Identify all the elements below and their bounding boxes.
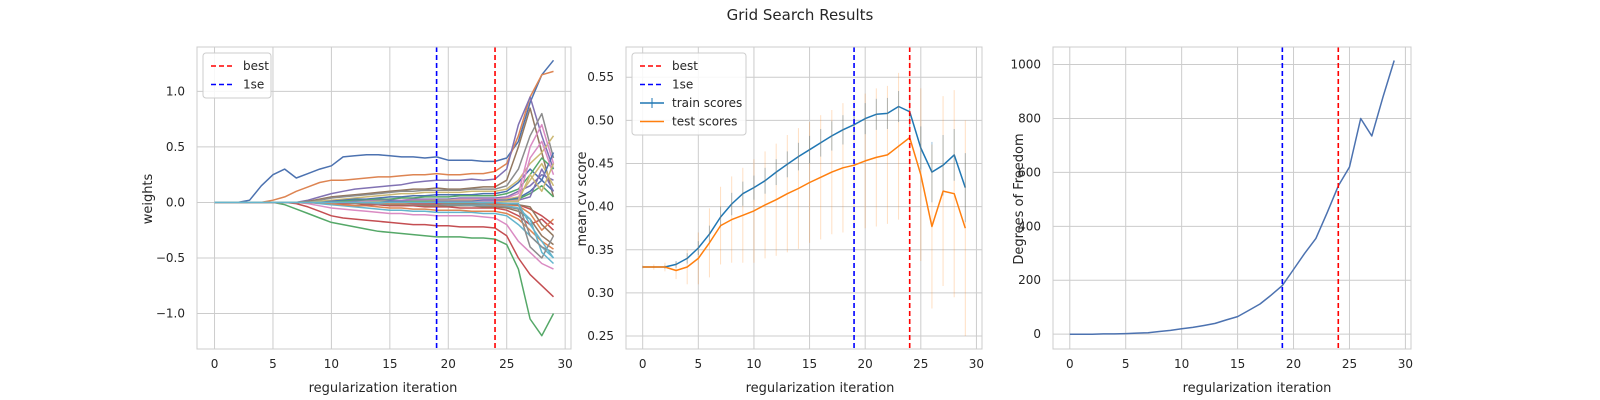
cv-score-series-line-1 — [642, 136, 967, 272]
cv-score-ytick-label: 0.35 — [587, 243, 614, 257]
weights-xtick-label: 5 — [269, 357, 277, 371]
cv-score-ylabel: mean cv score — [575, 152, 590, 247]
weights-legend-box — [202, 52, 272, 99]
weights-xtick-label: 20 — [441, 357, 456, 371]
weights-legend-label: best — [243, 59, 269, 73]
cv-score-ytick-label: 0.25 — [587, 329, 614, 343]
dof-xlabel: regularization iteration — [1183, 381, 1332, 396]
weights-xlabel: regularization iteration — [309, 381, 458, 396]
cv-score-xtick-label: 30 — [969, 357, 984, 371]
weights-ylabel: weights — [141, 173, 156, 224]
cv-score-legend-label: 1se — [672, 78, 693, 92]
cv-score-xtick-label: 0 — [639, 357, 647, 371]
dof-series-line-0 — [1069, 60, 1395, 335]
cv-score-ytick-label: 0.45 — [587, 156, 614, 170]
dof-ytick-label: 0 — [1033, 327, 1041, 341]
weights-legend: best 1se — [202, 52, 272, 99]
cv-score-legend-label: best — [672, 59, 698, 73]
weights-ytick-label: −0.5 — [156, 251, 185, 265]
weights-ytick-label: 0.5 — [166, 140, 185, 154]
cv-score-legend-label: test scores — [672, 115, 737, 129]
cv-score-legend-label: train scores — [672, 96, 742, 110]
dof-plot-area — [1069, 47, 1395, 349]
weights-xtick-label: 15 — [382, 357, 397, 371]
weights-panel: weights regularization iteration 0 5 10 15 2… — [141, 46, 573, 396]
weights-xtick-label: 25 — [499, 357, 514, 371]
dof-ytick-label: 200 — [1018, 273, 1041, 287]
cv-score-xtick-label: 20 — [858, 357, 873, 371]
weights-series-line-1 — [214, 70, 554, 204]
weights-ytick-label: −1.0 — [156, 306, 185, 320]
cv-score-frame — [625, 46, 983, 350]
weights-series-line-29 — [214, 201, 555, 259]
dof-panel: Degrees of Freedom regularization iterat… — [1010, 46, 1413, 396]
weights-ytick-label: 1.0 — [166, 84, 185, 98]
cv-score-xtick-label: 25 — [913, 357, 928, 371]
cv-score-ytick-label: 0.50 — [587, 113, 614, 127]
dof-ytick-label: 800 — [1018, 111, 1041, 125]
dof-ytick-label: 600 — [1018, 165, 1041, 179]
cv-score-ytick-label: 0.40 — [587, 200, 614, 214]
figure-title: Grid Search Results — [727, 6, 874, 24]
dof-xtick-label: 0 — [1066, 357, 1074, 371]
cv-score-legend-box — [631, 52, 747, 136]
weights-series-line-0 — [214, 59, 555, 204]
weights-ytick-label: 0.0 — [166, 195, 185, 209]
cv-score-plot-area — [642, 47, 967, 349]
dof-xtick-label: 30 — [1398, 357, 1413, 371]
cv-score-ytick-label: 0.30 — [587, 286, 614, 300]
cv-score-xlabel: regularization iteration — [746, 381, 895, 396]
cv-score-xtick-label: 15 — [802, 357, 817, 371]
dof-frame — [1052, 46, 1412, 350]
dof-ylabel: Degrees of Freedom — [1012, 133, 1027, 264]
cv-score-series-line-0 — [642, 105, 967, 268]
cv-score-ytick-label: 0.55 — [587, 70, 614, 84]
dof-xtick-label: 25 — [1342, 357, 1357, 371]
weights-plot-area — [214, 47, 555, 349]
dof-xtick-label: 10 — [1174, 357, 1189, 371]
weights-xtick-label: 0 — [211, 357, 219, 371]
cv-score-panel: mean cv score regularization iteration 0… — [575, 46, 984, 396]
dof-ytick-label: 400 — [1018, 219, 1041, 233]
cv-score-legend: best 1se train scores test scores — [631, 52, 747, 136]
dof-xtick-label: 15 — [1230, 357, 1245, 371]
weights-xtick-label: 30 — [558, 357, 573, 371]
cv-score-xtick-label: 5 — [694, 357, 702, 371]
weights-frame — [196, 46, 572, 350]
cv-score-xtick-label: 10 — [746, 357, 761, 371]
weights-xtick-label: 10 — [324, 357, 339, 371]
dof-xtick-label: 20 — [1286, 357, 1301, 371]
weights-legend-label: 1se — [243, 78, 264, 92]
dof-ytick-label: 1000 — [1010, 58, 1041, 72]
dof-xtick-label: 5 — [1122, 357, 1130, 371]
